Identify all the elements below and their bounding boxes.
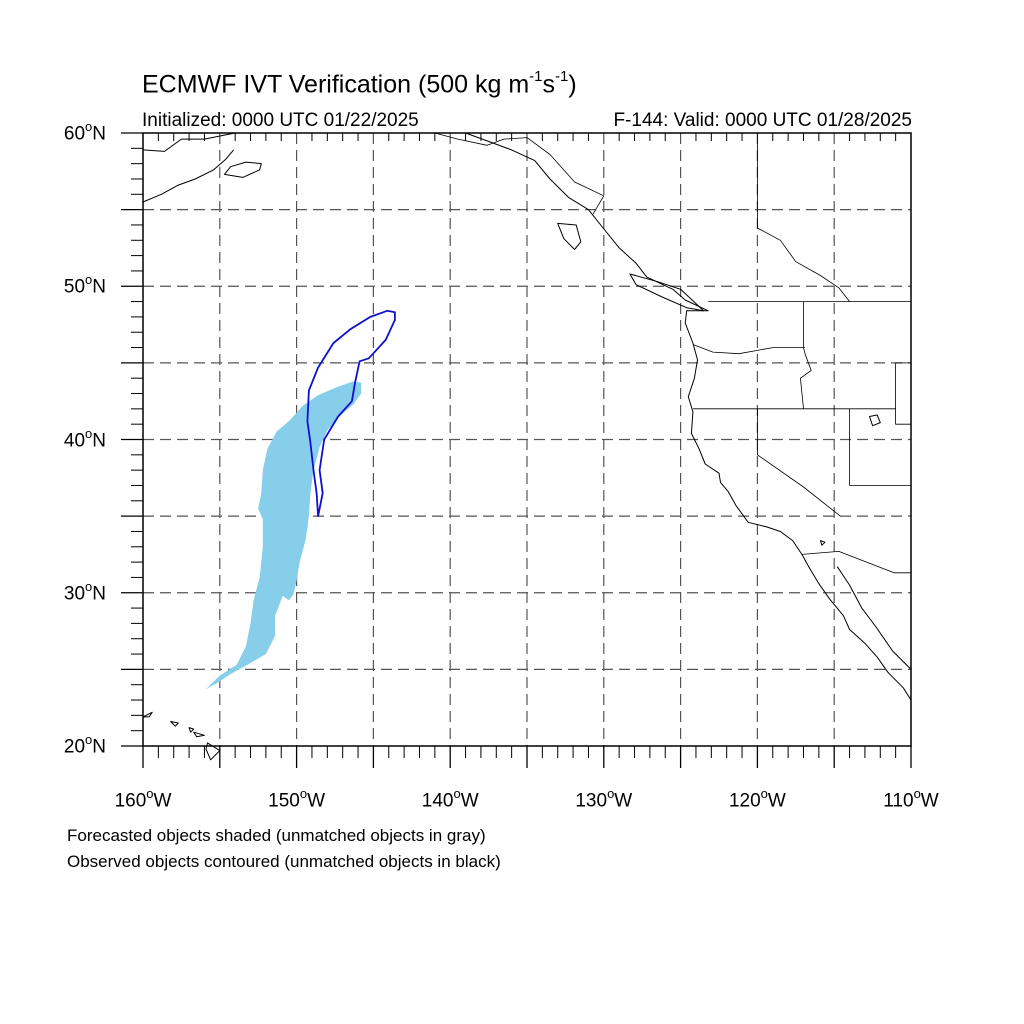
hawaiian-island [193,731,205,738]
axis-label-part: 130 [575,790,608,812]
axis-label-part: N [92,429,106,451]
political-border [692,344,805,355]
hawaiian-island [205,742,221,761]
axis-label-part: o [453,786,461,801]
observed-objects [306,309,396,517]
axis-label-part: W [767,790,786,812]
axis-label-part: 40 [63,429,86,451]
salton-sea [819,540,826,546]
lon-label: 140oW [421,786,479,812]
political-border [800,301,812,409]
lon-label: 120oW [728,786,786,812]
axis-label-part: o [85,119,93,134]
axis-label-part: o [85,425,93,441]
initialized-time: Initialized: 0000 UTC 01/22/2025 [142,110,419,131]
axis-label-part: o [607,786,615,801]
axis-label-part: N [92,123,106,145]
lon-label: 110oW [883,786,939,812]
hawaiian-island [142,711,153,718]
coastlines-and-borders [142,132,912,761]
axis-label-part: o [146,786,154,801]
axis-label-part: o [913,786,921,801]
axis-label-part: W [307,790,326,812]
map-frame [121,132,912,768]
haida-gwaii [557,222,582,250]
lat-label: 40oN [63,425,106,452]
political-border [757,408,841,517]
forecast-object-shaded [206,381,362,690]
hawaiian-island [188,727,195,733]
lat-label: 50oN [63,272,106,298]
map-title: ECMWF IVT Verification (500 kg m-1s-1) [142,68,577,99]
axis-label-part: 20 [63,736,86,758]
axis-label-part: W [614,790,633,812]
caption-observed: Observed objects contoured (unmatched ob… [67,852,501,871]
axis-label-part: N [92,736,106,758]
axis-label-part: 150 [268,790,300,812]
axis-label-part: o [760,786,768,801]
political-border [434,132,605,215]
axis-label-part: 30 [63,583,86,605]
political-border [801,551,911,574]
axis-label-part: W [920,790,939,812]
axis-label-part: N [92,583,106,605]
caption-forecast: Forecasted objects shaded (unmatched obj… [67,826,486,845]
lon-label: 150oW [268,786,326,812]
axis-label-part: o [85,272,93,288]
political-border [757,133,850,302]
lon-label: 160oW [114,786,172,812]
kodiak-island [223,161,262,178]
axis-label-part: 120 [728,790,761,812]
axis-label-part: W [460,790,479,812]
lat-label: 60oN [63,119,106,145]
lat-label: 30oN [63,578,106,605]
vancouver-island [629,273,705,312]
valid-time: F-144: Valid: 0000 UTC 01/28/2025 [613,110,912,131]
lat-label: 20oN [63,732,106,758]
axis-label-part: 60 [63,123,86,145]
axis-label-part: 50 [63,276,86,298]
axis-label-part: o [299,786,308,801]
forecast-objects [206,381,362,690]
axis-label-part: o [85,578,93,594]
axis-label-part: o [85,732,93,747]
axis-label-part: W [153,790,172,812]
alaska-coastline [142,132,236,152]
political-border [895,362,911,425]
gulf-of-california-coast [836,566,912,670]
alaska-peninsula [142,149,234,203]
lon-label: 130oW [575,786,633,812]
axis-label-part: 160 [114,790,147,812]
hawaiian-island [170,721,179,727]
observed-object-contour [306,309,396,517]
axis-label-part: 140 [421,790,454,812]
axis-label-part: N [92,276,106,298]
axis-label-part: 110 [883,790,914,812]
pacific-coastline [465,132,912,701]
great-salt-lake [869,414,881,427]
